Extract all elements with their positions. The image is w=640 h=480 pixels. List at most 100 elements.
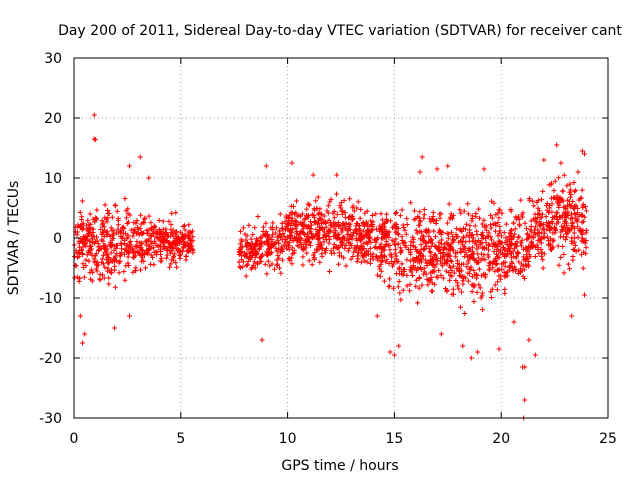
data-point bbox=[512, 231, 518, 237]
data-point bbox=[541, 235, 547, 241]
data-point bbox=[168, 261, 174, 267]
data-point bbox=[105, 259, 111, 265]
data-point bbox=[543, 214, 549, 220]
data-point bbox=[72, 275, 78, 281]
data-point bbox=[397, 245, 403, 251]
data-point bbox=[316, 224, 322, 230]
data-point bbox=[583, 204, 589, 210]
data-point bbox=[362, 258, 368, 264]
data-point bbox=[83, 243, 89, 249]
data-point bbox=[476, 255, 482, 261]
data-point bbox=[494, 267, 500, 273]
data-point bbox=[440, 254, 446, 260]
data-point bbox=[569, 313, 575, 319]
data-point bbox=[386, 229, 392, 235]
data-point bbox=[102, 202, 108, 208]
data-point bbox=[381, 253, 387, 259]
data-point bbox=[368, 218, 374, 224]
data-point bbox=[508, 206, 514, 212]
data-point bbox=[109, 237, 115, 243]
data-point bbox=[369, 253, 375, 259]
data-point bbox=[264, 240, 270, 246]
data-point bbox=[556, 175, 562, 181]
data-point bbox=[160, 218, 166, 224]
data-point bbox=[161, 245, 167, 251]
data-point bbox=[272, 230, 278, 236]
data-point bbox=[519, 212, 525, 218]
data-point bbox=[310, 252, 316, 258]
data-point bbox=[501, 269, 507, 275]
data-point bbox=[123, 231, 129, 237]
data-point bbox=[331, 225, 337, 231]
data-point bbox=[488, 225, 494, 231]
data-point bbox=[472, 223, 478, 229]
data-point bbox=[448, 241, 454, 247]
data-point bbox=[307, 218, 313, 224]
data-point bbox=[523, 225, 529, 231]
data-point bbox=[379, 235, 385, 241]
data-point bbox=[531, 235, 537, 241]
data-point bbox=[502, 274, 508, 280]
data-point bbox=[386, 260, 392, 266]
data-point bbox=[131, 226, 137, 232]
x-tick-label: 20 bbox=[492, 431, 510, 447]
data-point bbox=[567, 181, 573, 187]
data-point bbox=[372, 244, 378, 250]
data-point bbox=[180, 244, 186, 250]
data-point bbox=[538, 215, 544, 221]
data-point bbox=[83, 257, 89, 263]
data-point bbox=[391, 285, 397, 291]
data-point bbox=[139, 230, 145, 236]
data-point bbox=[476, 282, 482, 288]
data-point bbox=[297, 220, 303, 226]
data-point bbox=[177, 229, 183, 235]
data-point bbox=[416, 275, 422, 281]
data-point bbox=[514, 244, 520, 250]
data-point bbox=[469, 282, 475, 288]
data-point bbox=[425, 282, 431, 288]
data-point bbox=[410, 272, 416, 278]
data-point bbox=[520, 254, 526, 260]
data-point bbox=[380, 247, 386, 253]
data-point bbox=[327, 268, 333, 274]
chart-title: Day 200 of 2011, Sidereal Day-to-day VTE… bbox=[58, 23, 622, 39]
data-point bbox=[463, 239, 469, 245]
data-point bbox=[336, 222, 342, 228]
data-point bbox=[422, 269, 428, 275]
data-point bbox=[573, 187, 579, 193]
data-point bbox=[379, 229, 385, 235]
data-point bbox=[91, 112, 97, 118]
data-point bbox=[245, 246, 251, 252]
data-point bbox=[540, 265, 546, 271]
data-point bbox=[415, 300, 421, 306]
data-point bbox=[295, 237, 301, 243]
data-point bbox=[248, 236, 254, 242]
data-point bbox=[80, 261, 86, 267]
data-point bbox=[92, 253, 98, 259]
data-point bbox=[334, 172, 340, 178]
data-point bbox=[130, 233, 136, 239]
data-point bbox=[393, 230, 399, 236]
data-point bbox=[411, 257, 417, 263]
data-point bbox=[288, 255, 294, 261]
data-point bbox=[287, 228, 293, 234]
data-point bbox=[393, 253, 399, 259]
data-point bbox=[535, 197, 541, 203]
data-point bbox=[566, 198, 572, 204]
data-point bbox=[265, 258, 271, 264]
data-point bbox=[151, 231, 157, 237]
data-point bbox=[367, 234, 373, 240]
data-point bbox=[247, 250, 253, 256]
data-point bbox=[480, 256, 486, 262]
data-point bbox=[440, 275, 446, 281]
data-point bbox=[236, 259, 242, 265]
data-point bbox=[465, 278, 471, 284]
data-point bbox=[116, 270, 122, 276]
data-point bbox=[238, 237, 244, 243]
data-point bbox=[360, 220, 366, 226]
data-point bbox=[488, 222, 494, 228]
data-point bbox=[86, 225, 92, 231]
data-point bbox=[408, 200, 414, 206]
data-point bbox=[306, 258, 312, 264]
data-point bbox=[251, 259, 257, 265]
